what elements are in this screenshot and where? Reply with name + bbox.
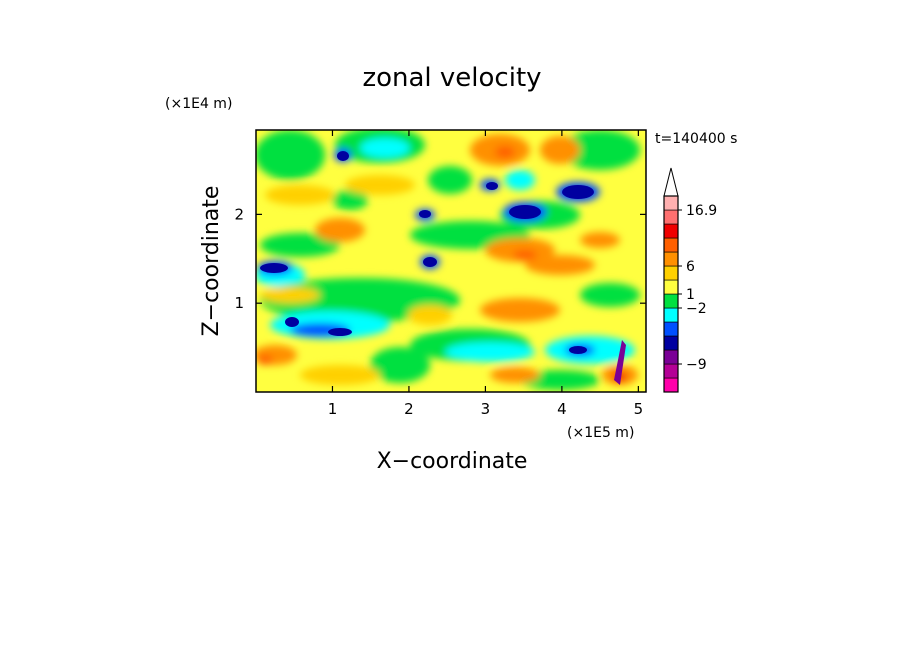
x-tick-label: 3: [481, 400, 491, 418]
contour-core: [509, 205, 541, 219]
colorbar-label: 16.9: [686, 203, 717, 219]
contour-region: [485, 238, 555, 262]
colorbar-segment: [663, 195, 679, 211]
contour-region: [257, 355, 273, 365]
contour-region: [408, 305, 452, 325]
colorbar-segment: [663, 321, 679, 337]
contour-core: [569, 346, 587, 354]
colorbar-extension-triangle: [663, 167, 679, 197]
colorbar: 16.9 6 1−2 −9: [663, 167, 717, 393]
colorbar-segment: [663, 349, 679, 365]
colorbar-segment: [663, 293, 679, 309]
contour-core: [285, 317, 299, 327]
colorbar-segment: [663, 265, 679, 281]
x-tick-label: 4: [557, 400, 567, 418]
contour-core: [486, 182, 498, 190]
contour-region: [370, 347, 430, 383]
colorbar-segment: [663, 335, 679, 351]
contour-region: [260, 287, 320, 303]
contour-region: [345, 175, 415, 195]
contour-core: [337, 151, 349, 161]
contour-field: [256, 130, 646, 392]
contour-region: [525, 255, 595, 275]
colorbar-segment: [663, 279, 679, 295]
contour-region: [480, 298, 560, 322]
colorbar-segment: [663, 209, 679, 225]
contour-region: [332, 190, 368, 210]
colorbar-segment: [663, 363, 679, 379]
contour-core: [423, 257, 437, 267]
x-unit-label: (×1E5 m): [567, 425, 634, 441]
contour-region: [428, 166, 472, 194]
contour-region: [445, 342, 535, 362]
contour-core: [562, 185, 594, 199]
contour-core: [328, 328, 352, 336]
contour-region: [580, 232, 620, 248]
colorbar-segment: [663, 377, 679, 393]
contour-region: [505, 170, 535, 190]
colorbar-label: 1: [686, 287, 695, 303]
contour-region: [256, 130, 325, 180]
colorbar-segment: [663, 223, 679, 239]
contour-core: [419, 210, 431, 218]
y-axis-title: Z−coordinate: [199, 186, 224, 337]
x-tick-label: 2: [404, 400, 414, 418]
chart-title: zonal velocity: [362, 63, 541, 93]
colorbar-label: −9: [686, 357, 707, 373]
y-unit-label: (×1E4 m): [165, 96, 232, 112]
contour-region: [315, 218, 365, 242]
colorbar-segment: [663, 307, 679, 323]
contour-region: [513, 250, 537, 260]
contour-region: [360, 138, 410, 158]
colorbar-segment: [663, 251, 679, 267]
y-tick-label: 1: [234, 294, 244, 312]
y-axis-ticks: 12: [234, 205, 646, 312]
contour-region: [260, 233, 340, 257]
x-tick-label: 5: [634, 400, 644, 418]
x-axis-ticks: 1 2 3 4 5: [328, 130, 643, 418]
contour-region: [490, 367, 540, 383]
y-tick-label: 2: [234, 205, 244, 223]
colorbar-label: 6: [686, 259, 695, 275]
colorbar-label: −2: [686, 301, 707, 317]
x-tick-label: 1: [328, 400, 338, 418]
contour-region: [495, 146, 515, 158]
x-axis-title: X−coordinate: [377, 449, 528, 474]
contour-region: [265, 185, 335, 205]
contour-core: [614, 340, 626, 385]
contour-region: [300, 365, 380, 385]
contour-region: [540, 136, 580, 164]
plot-frame: [255, 129, 647, 393]
contour-region: [560, 130, 640, 170]
contour-core: [260, 263, 288, 273]
colorbar-segment: [663, 237, 679, 253]
contour-region: [580, 283, 640, 307]
time-label: t=140400 s: [655, 131, 737, 147]
